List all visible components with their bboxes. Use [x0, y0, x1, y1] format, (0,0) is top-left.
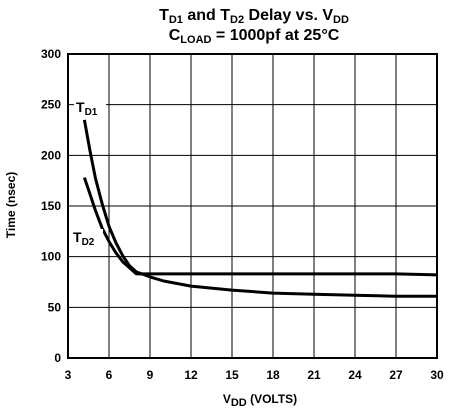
y-axis-label: Time (nsec): [4, 172, 18, 238]
x-tick-label: 6: [106, 368, 113, 382]
x-tick-label: 18: [266, 368, 280, 382]
y-tick-labels: 0 50 100 150 200 250 300: [41, 47, 61, 365]
y-tick-label: 250: [41, 98, 61, 112]
series-label-td2: TD2: [73, 229, 95, 248]
x-tick-labels: 3 6 9 12 15 18 21 24 27 30: [65, 368, 444, 382]
series-labels: TD1 TD2: [71, 99, 106, 249]
x-tick-label: 12: [184, 368, 198, 382]
y-tick-label: 150: [41, 199, 61, 213]
x-tick-label: 27: [389, 368, 403, 382]
y-tick-label: 200: [41, 148, 61, 162]
plot-lines: [82, 119, 438, 298]
y-tick-label: 100: [41, 250, 61, 264]
x-tick-label: 24: [348, 368, 362, 382]
x-tick-label: 3: [65, 368, 72, 382]
x-tick-label: 15: [225, 368, 239, 382]
grid: [67, 53, 438, 359]
y-tick-label: 300: [41, 47, 61, 61]
x-tick-label: 30: [430, 368, 444, 382]
y-tick-label: 0: [54, 351, 61, 365]
series-label-bg: [74, 99, 106, 119]
series-line-td2: [82, 177, 438, 277]
series-label-bg: [71, 229, 103, 249]
chart-title-line1: TD1 and TD2 Delay vs. VDD: [159, 7, 349, 26]
x-tick-label: 9: [147, 368, 154, 382]
x-axis-label: VDD (VOLTS): [223, 392, 297, 409]
x-tick-label: 21: [307, 368, 321, 382]
chart-title-line2: CLOAD = 1000pf at 25°C: [169, 27, 340, 46]
plot-frame: [67, 53, 438, 359]
series-line-td1: [82, 119, 437, 298]
y-tick-label: 50: [48, 300, 62, 314]
series-label-td1: TD1: [76, 99, 98, 118]
